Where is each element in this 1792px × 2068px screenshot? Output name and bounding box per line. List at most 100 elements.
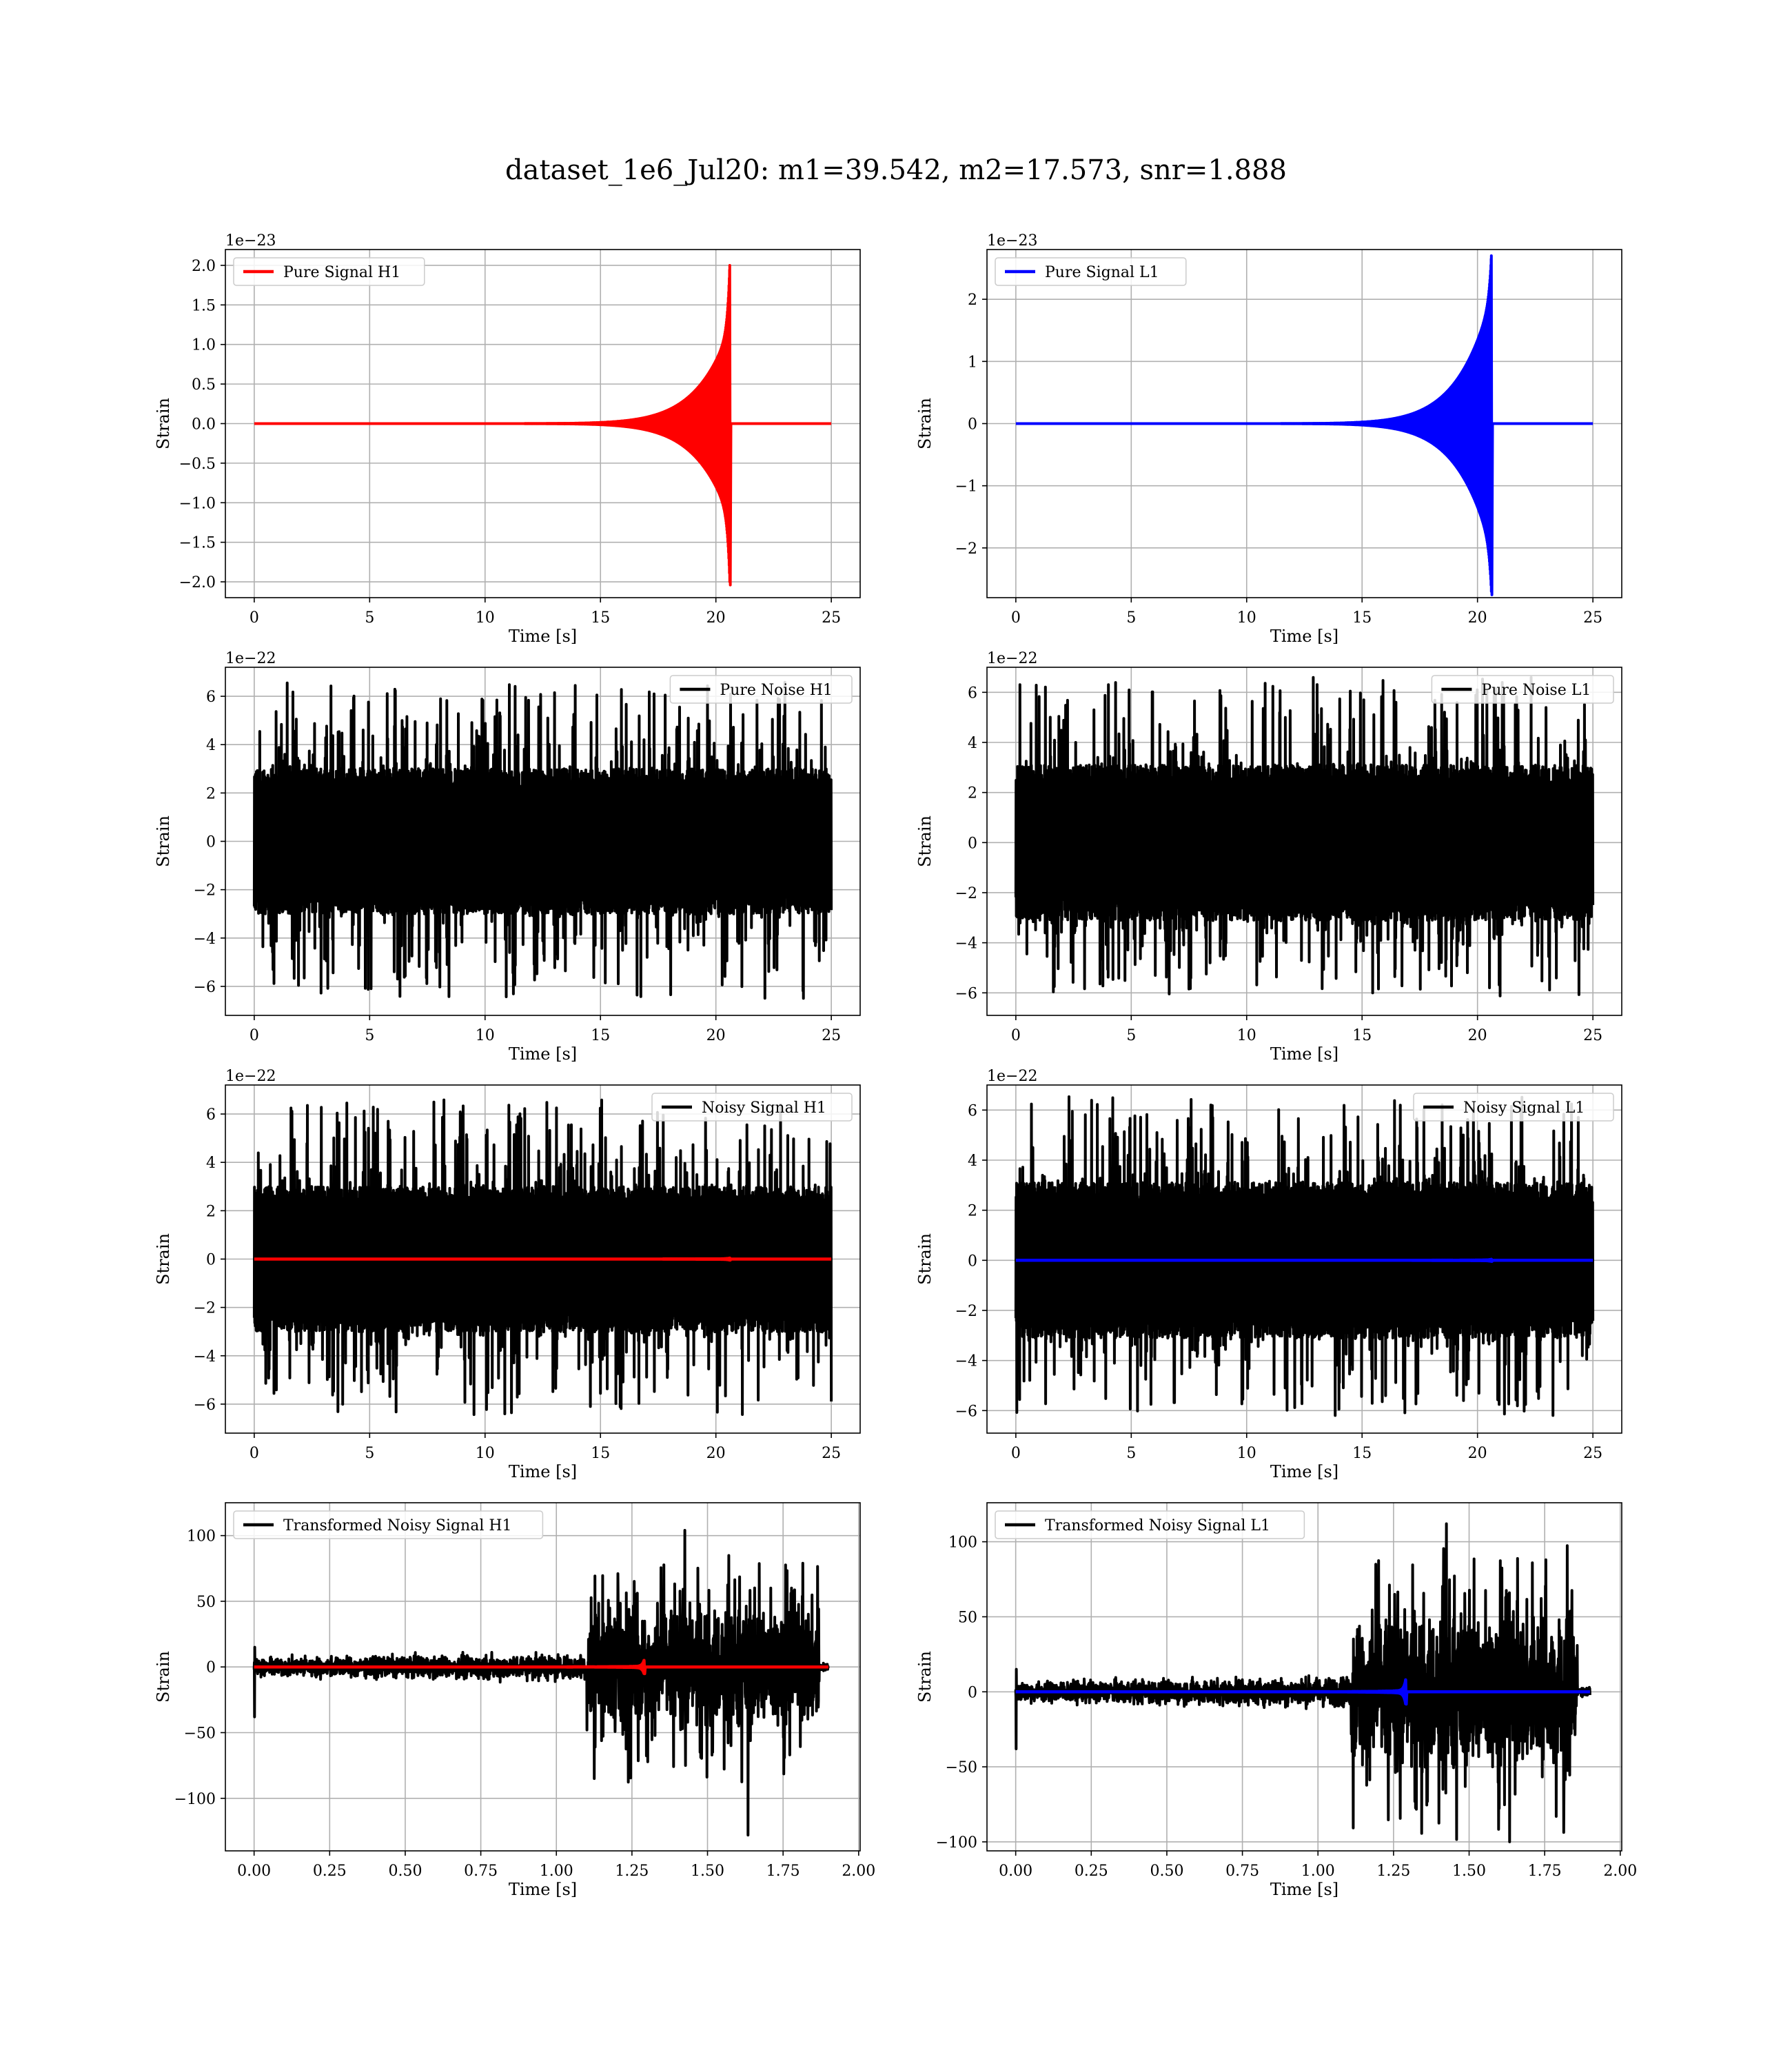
- legend-box: [995, 1510, 1305, 1539]
- y-tick-label: 2.0: [192, 258, 216, 275]
- legend: Pure Signal L1: [995, 257, 1187, 286]
- y-tick-label: 2: [206, 785, 216, 802]
- x-tick-label: 1.25: [1376, 1863, 1410, 1880]
- x-tick-label: 0.50: [1150, 1863, 1183, 1880]
- x-axis-label: Time [s]: [1270, 1880, 1338, 1899]
- series-line-noisy-signal-l1: [1014, 1095, 1595, 1417]
- x-tick-label: 10: [1237, 1445, 1256, 1462]
- y-tick-label: 0: [968, 1253, 977, 1270]
- y-axis-label: Strain: [915, 1651, 935, 1703]
- x-tick-label: 0.00: [999, 1863, 1032, 1880]
- y-tick-label: −6: [194, 979, 216, 996]
- y-axis-label: Strain: [915, 815, 935, 867]
- axis-offset-text: 1e−22: [987, 1068, 1037, 1085]
- y-tick-label: 0: [968, 1684, 977, 1701]
- x-tick-label: 25: [1583, 1445, 1602, 1462]
- x-tick-label: 20: [706, 1445, 726, 1462]
- y-tick-label: −4: [955, 1353, 977, 1370]
- axis-offset-text: 1e−23: [987, 232, 1037, 250]
- y-tick-label: 6: [968, 1102, 977, 1119]
- x-tick-label: 15: [591, 609, 610, 627]
- legend-box: [1431, 675, 1614, 704]
- x-tick-label: 1.75: [766, 1863, 800, 1880]
- series-line-signal-overlay: [1014, 1257, 1594, 1264]
- legend-box: [651, 1093, 853, 1122]
- x-tick-label: 25: [1583, 1027, 1602, 1044]
- y-tick-label: −1: [955, 478, 977, 496]
- x-tick-label: 20: [1468, 609, 1487, 627]
- y-tick-label: −100: [174, 1791, 216, 1808]
- axes-frame: [986, 1502, 1622, 1852]
- y-tick-label: −2: [194, 882, 216, 900]
- x-tick-label: 0.75: [464, 1863, 498, 1880]
- x-tick-label: 25: [1583, 609, 1602, 627]
- pure-noise-l1-chart: 0 5 10 15 20 25 −6 −4 −2 0 2 4 6 Time [s] Strain 1e−22 P…: [915, 650, 1622, 1064]
- y-tick-label: −50: [184, 1725, 216, 1742]
- legend-label: Pure Signal L1: [1045, 264, 1159, 281]
- y-tick-label: 0: [968, 835, 977, 852]
- y-tick-label: 0.5: [192, 376, 216, 394]
- x-tick-label: 25: [822, 609, 841, 627]
- x-tick-label: 2.00: [842, 1863, 875, 1880]
- legend-box: [1413, 1093, 1614, 1122]
- x-tick-label: 0: [1011, 1445, 1021, 1462]
- y-tick-label: 0: [968, 416, 977, 434]
- pure-noise-h1-chart: 0 5 10 15 20 25 −6 −4 −2 0 2 4 6 Time [s] Strain 1e−22 P…: [154, 650, 861, 1064]
- x-tick-label: 20: [1468, 1445, 1487, 1462]
- legend-box: [669, 675, 853, 704]
- x-axis-label: Time [s]: [1270, 627, 1338, 646]
- y-tick-label: 4: [968, 1153, 977, 1170]
- x-tick-label: 0: [250, 1445, 259, 1462]
- noisy-signal-h1-chart: 0 5 10 15 20 25 −6 −4 −2 0 2 4 6 Time [s] Strain 1e−22 N…: [154, 1068, 861, 1481]
- pure-signal-l1-chart: 0 5 10 15 20 25 −2 −1 0 1 2 Time [s] Strain 1e−23 Pure…: [915, 232, 1622, 646]
- legend: Pure Noise L1: [1431, 675, 1614, 704]
- x-tick-label: 2.00: [1603, 1863, 1637, 1880]
- y-tick-label: 2: [968, 1203, 977, 1220]
- x-tick-label: 10: [476, 609, 495, 627]
- y-tick-label: 0: [206, 1252, 216, 1269]
- x-tick-label: 5: [365, 609, 374, 627]
- x-tick-label: 15: [1352, 1445, 1372, 1462]
- x-tick-label: 20: [1468, 1027, 1487, 1044]
- y-tick-label: 1.5: [192, 297, 216, 314]
- x-tick-label: 0.75: [1225, 1863, 1259, 1880]
- series-line-pure-noise-l1: [1014, 676, 1595, 997]
- legend: Transformed Noisy Signal L1: [995, 1510, 1305, 1539]
- x-tick-label: 5: [365, 1445, 374, 1462]
- series-line-transformed-noisy-signal-l1: [1014, 1522, 1591, 1843]
- legend-label: Pure Noise L1: [1481, 682, 1591, 699]
- x-tick-label: 5: [1126, 1027, 1136, 1044]
- x-tick-label: 10: [476, 1445, 495, 1462]
- x-tick-label: 10: [1237, 1027, 1256, 1044]
- x-tick-label: 0: [1011, 1027, 1021, 1044]
- y-tick-label: −6: [955, 1403, 977, 1420]
- x-tick-label: 0.50: [388, 1863, 422, 1880]
- axis-offset-text: 1e−22: [987, 650, 1037, 667]
- axis-offset-text: 1e−23: [225, 232, 276, 250]
- y-tick-label: 1.0: [192, 337, 216, 354]
- x-tick-label: 0.25: [1075, 1863, 1108, 1880]
- legend-label: Pure Noise H1: [720, 682, 833, 699]
- x-axis-label: Time [s]: [1270, 1462, 1338, 1481]
- y-tick-label: 1: [968, 354, 977, 371]
- y-tick-label: −2: [955, 1303, 977, 1320]
- y-axis-label: Strain: [154, 398, 173, 449]
- x-tick-label: 1.00: [1301, 1863, 1335, 1880]
- y-tick-label: 6: [206, 689, 216, 706]
- y-tick-label: 2: [206, 1203, 216, 1220]
- legend-label: Transformed Noisy Signal H1: [283, 1517, 512, 1534]
- x-tick-label: 15: [591, 1027, 610, 1044]
- x-tick-label: 20: [706, 609, 726, 627]
- figure-title: dataset_1e6_Jul20: m1=39.542, m2=17.573,…: [505, 154, 1287, 186]
- y-tick-label: 100: [187, 1528, 216, 1545]
- noisy-signal-l1-chart: 0 5 10 15 20 25 −6 −4 −2 0 2 4 6 Time [s] Strain 1e−22 N…: [915, 1068, 1622, 1481]
- y-tick-label: 50: [196, 1594, 216, 1611]
- x-tick-label: 10: [1237, 609, 1256, 627]
- axis-offset-text: 1e−22: [225, 1068, 276, 1085]
- y-axis-label: Strain: [915, 398, 935, 449]
- legend: Pure Noise H1: [669, 675, 853, 704]
- x-tick-label: 25: [822, 1027, 841, 1044]
- legend: Pure Signal H1: [233, 257, 425, 286]
- x-tick-label: 5: [365, 1027, 374, 1044]
